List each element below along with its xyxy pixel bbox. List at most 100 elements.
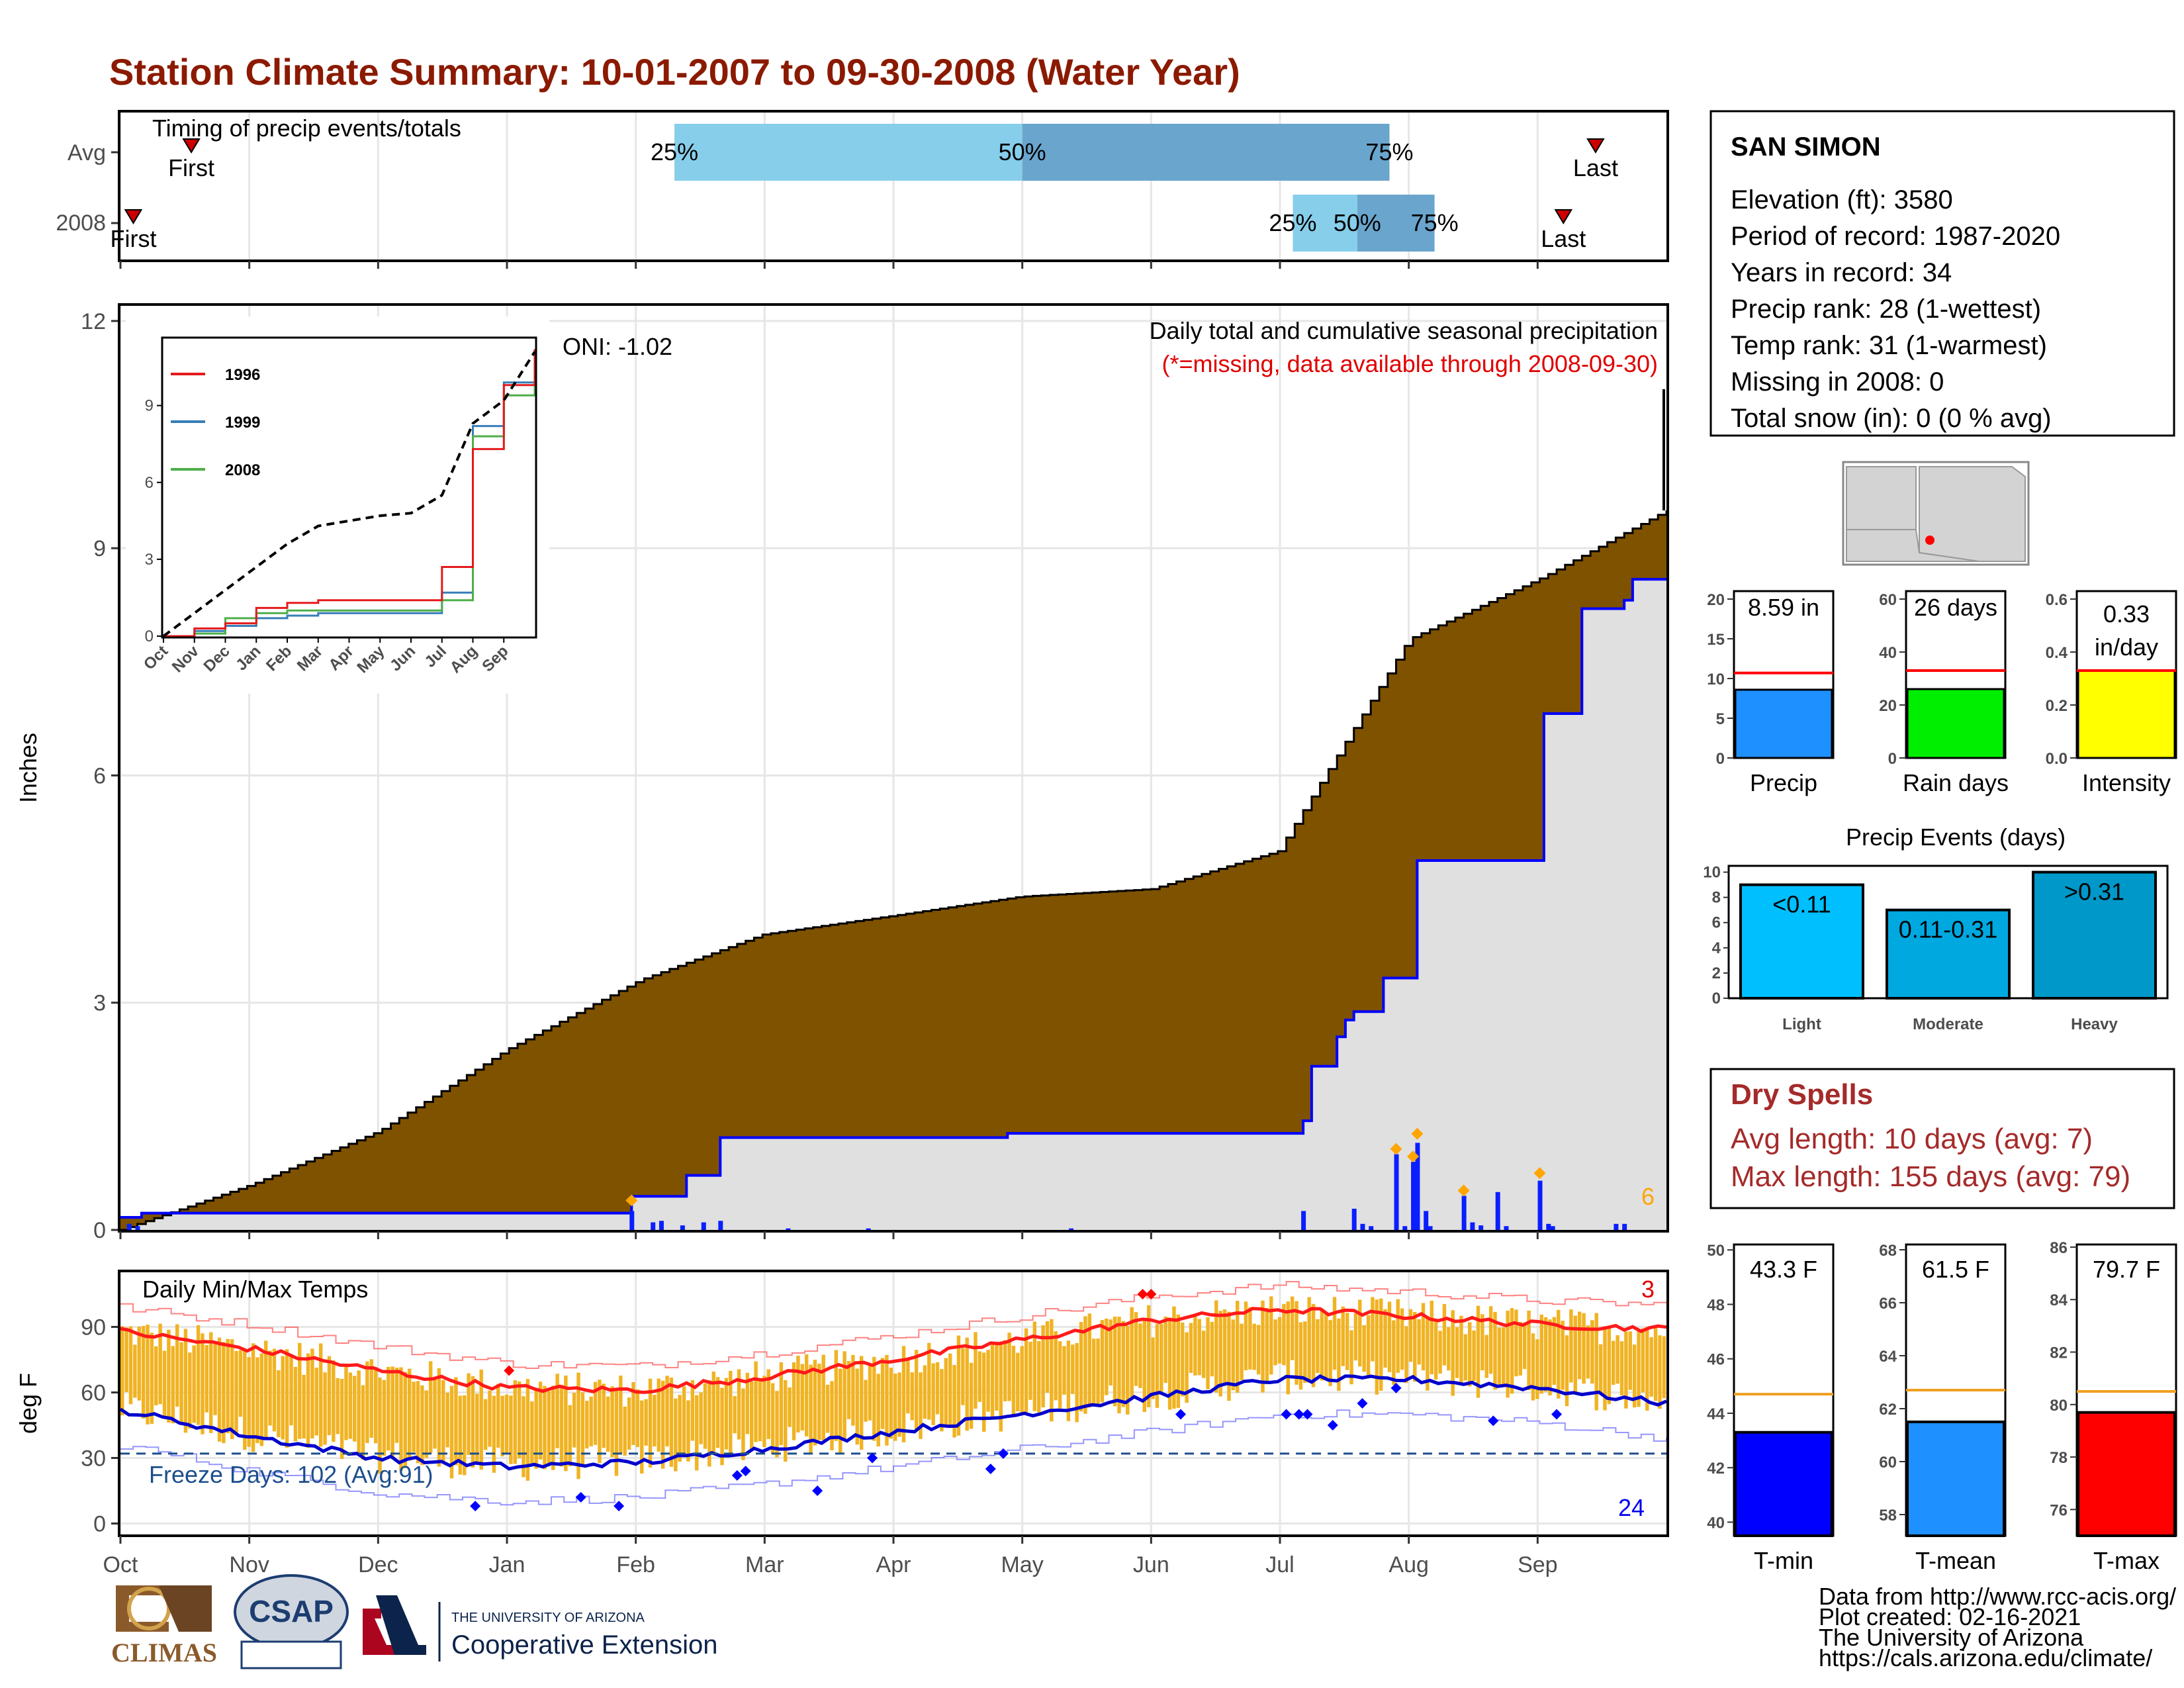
daily-temp-range-bar <box>1041 1325 1045 1408</box>
daily-precip-bar <box>1504 1226 1509 1230</box>
daily-precip-bar <box>659 1221 664 1230</box>
record-high-marker <box>1137 1289 1148 1299</box>
daily-temp-range-bar <box>230 1339 234 1440</box>
daily-temp-range-bar <box>141 1326 146 1419</box>
mini-bar-y-tick-label: 5 <box>1716 710 1725 728</box>
timing-bar-25-50 <box>1293 195 1357 252</box>
daily-temp-range-bar <box>559 1385 564 1467</box>
daily-temp-range-bar <box>348 1372 353 1439</box>
daily-temp-range-bar <box>940 1369 944 1432</box>
daily-temp-range-bar <box>492 1395 496 1473</box>
month-tick-label: Jun <box>1133 1552 1169 1577</box>
month-tick-label: Oct <box>103 1552 138 1577</box>
daily-temp-range-bar <box>209 1332 213 1433</box>
daily-temp-range-bar <box>318 1343 323 1447</box>
daily-temp-range-bar <box>1087 1313 1092 1408</box>
inset-y-tick-label: 9 <box>145 397 154 415</box>
daily-temp-range-bar <box>1054 1331 1058 1401</box>
daily-temp-range-bar <box>373 1367 378 1444</box>
footer-logos: CLIMAS CSAP THE UNIVERSITY OF ARIZONA Co… <box>111 1574 717 1669</box>
daily-temp-range-bar <box>547 1391 551 1466</box>
daily-temp-range-bar <box>217 1337 222 1442</box>
temp-bar-y-tick-label: 66 <box>1879 1295 1897 1313</box>
daily-temp-range-bar <box>188 1352 192 1429</box>
temp-bar-y-tick-label: 68 <box>1879 1242 1897 1260</box>
daily-temp-range-bar <box>711 1371 715 1455</box>
daily-temp-range-bar <box>441 1380 445 1462</box>
locator-map <box>1842 461 2030 566</box>
event-bar-label: >0.31 <box>2064 878 2124 906</box>
mini-bar-y-tick-label: 0.4 <box>2046 644 2068 662</box>
daily-temp-range-bar <box>1172 1306 1176 1409</box>
ua-logo-a-right <box>376 1595 426 1655</box>
temp-bar-category-label: T-mean <box>1915 1547 1996 1574</box>
daily-temp-range-bar <box>986 1350 990 1412</box>
mini-bar-value <box>1734 688 1833 759</box>
temp-y-tick-label: 60 <box>81 1381 106 1406</box>
daily-temp-range-bar <box>1037 1340 1041 1413</box>
daily-temp-range-bar <box>788 1387 792 1427</box>
daily-temp-range-bar <box>517 1381 522 1458</box>
daily-precip-bar <box>866 1228 871 1230</box>
temp-bar-y-tick-label: 84 <box>2050 1291 2068 1309</box>
daily-temp-range-bar <box>336 1378 340 1434</box>
current-year-cumulative-area <box>120 579 1666 1230</box>
daily-temp-range-bar <box>1121 1321 1126 1407</box>
daily-temp-range-bar <box>323 1372 327 1445</box>
daily-temp-range-bar <box>927 1342 931 1420</box>
temp-bar-y-tick-label: 44 <box>1707 1405 1725 1423</box>
daily-temp-range-bar <box>1408 1309 1413 1362</box>
cold-days-count: 24 <box>1618 1494 1645 1521</box>
record-low-marker <box>1488 1415 1499 1427</box>
oni-label: ONI: -1.02 <box>563 333 672 360</box>
event-bar <box>1886 908 2011 1000</box>
daily-temp-range-bar <box>809 1364 813 1454</box>
daily-temp-range-bar <box>1442 1303 1447 1366</box>
daily-temp-range-bar <box>1201 1331 1206 1378</box>
daily-temp-range-bar <box>682 1386 686 1456</box>
page-title: Station Climate Summary: 10-01-2007 to 0… <box>109 51 1240 93</box>
station-info-box: SAN SIMON Elevation (ft): 3580 Period of… <box>1709 110 2175 437</box>
daily-temp-range-bar <box>1632 1344 1637 1408</box>
daily-precip-bar <box>1069 1228 1074 1230</box>
daily-temp-range-bar <box>378 1378 382 1474</box>
temp-bar-category-label: T-min <box>1754 1547 1813 1574</box>
temperature-bar-charts: 40 42 44 46 48 50 43.3 F T-min 58 60 62 64 66 68 61.5 … <box>1707 1239 2177 1574</box>
daily-temp-range-bar <box>1024 1328 1028 1413</box>
mini-bar-value-label: 8.59 in <box>1748 594 1819 621</box>
daily-temp-range-bar <box>509 1395 513 1464</box>
daily-temp-range-bar <box>800 1364 805 1430</box>
daily-temp-range-bar <box>1371 1297 1375 1362</box>
station-snow: Total snow (in): 0 (0 % avg) <box>1731 404 2052 433</box>
temp-bar-y-tick-label: 62 <box>1879 1401 1897 1419</box>
station-missing: Missing in 2008: 0 <box>1731 367 1944 397</box>
daily-temp-range-bar <box>428 1361 433 1453</box>
daily-temp-range-bar <box>483 1399 488 1450</box>
daily-precip-bar <box>786 1228 791 1230</box>
daily-temp-range-bar <box>745 1372 750 1434</box>
daily-temp-range-bar <box>901 1346 906 1442</box>
daily-temp-range-bar <box>1433 1319 1438 1380</box>
daily-precip-bar <box>680 1225 685 1230</box>
daily-temp-range-bar <box>665 1376 669 1446</box>
daily-temp-range-bar <box>703 1383 707 1449</box>
timing-p25-label: 25% <box>651 138 698 165</box>
daily-temp-range-bar <box>222 1342 226 1444</box>
timing-p50-label: 50% <box>1334 209 1381 236</box>
daily-temp-range-bar <box>310 1348 314 1439</box>
daily-temp-range-bar <box>1573 1315 1578 1394</box>
daily-temp-range-bar <box>1612 1340 1615 1385</box>
daily-temp-range-bar <box>657 1378 661 1452</box>
daily-temp-range-bar <box>201 1333 205 1434</box>
daily-temp-range-bar <box>1548 1319 1552 1395</box>
daily-temp-range-bar <box>1079 1322 1083 1412</box>
avg-cumulative-line <box>120 510 1668 1231</box>
mini-bar-category-label: Intensity <box>2082 769 2171 796</box>
map-border-region <box>1846 529 1979 562</box>
daily-temp-range-bar <box>1455 1327 1459 1378</box>
daily-temp-range-bar <box>982 1352 986 1432</box>
daily-temp-range-bar <box>1527 1310 1531 1390</box>
mini-bar-category-label: Precip <box>1750 769 1817 796</box>
daily-temp-range-bar <box>602 1383 606 1448</box>
ua-small-text: THE UNIVERSITY OF ARIZONA <box>451 1611 645 1625</box>
